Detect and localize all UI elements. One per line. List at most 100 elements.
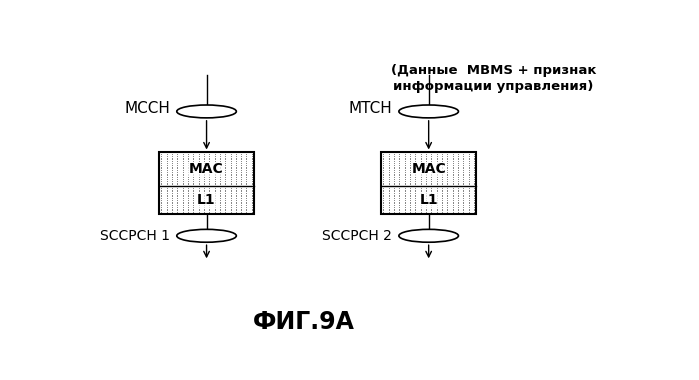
Point	[442, 202, 453, 208]
Point	[187, 178, 199, 184]
Point	[442, 179, 453, 185]
Point	[383, 158, 394, 164]
Point	[447, 199, 459, 205]
Point	[436, 199, 447, 205]
Point	[410, 188, 421, 194]
Point	[225, 174, 236, 180]
Point	[420, 178, 431, 184]
Point	[236, 158, 247, 164]
Point	[209, 199, 220, 205]
Point	[241, 204, 252, 210]
Point	[383, 157, 394, 163]
Point	[219, 151, 231, 157]
Point	[199, 163, 210, 169]
Point	[209, 204, 220, 210]
Point	[172, 179, 183, 185]
Point	[166, 160, 178, 166]
Point	[405, 192, 416, 198]
Point	[436, 197, 447, 203]
Point	[420, 171, 431, 177]
Point	[199, 179, 210, 185]
Point	[415, 169, 426, 175]
Point	[436, 207, 447, 214]
Point	[203, 153, 215, 159]
Point	[405, 188, 416, 194]
Point	[389, 151, 400, 157]
Point	[436, 187, 447, 193]
Point	[156, 181, 167, 187]
Point	[236, 188, 247, 194]
Point	[426, 187, 437, 193]
Point	[166, 185, 178, 191]
Point	[236, 187, 247, 193]
Point	[447, 204, 459, 210]
Point	[166, 151, 178, 157]
Point	[156, 153, 167, 159]
Point	[177, 200, 188, 206]
Point	[215, 167, 226, 173]
Point	[394, 160, 405, 166]
Point	[241, 178, 252, 184]
Point	[442, 195, 453, 201]
Point	[230, 188, 241, 194]
Point	[209, 151, 220, 157]
Point	[394, 200, 405, 206]
Point	[187, 155, 199, 161]
Point	[241, 158, 252, 164]
Point	[405, 197, 416, 203]
Point	[225, 204, 236, 210]
Point	[241, 179, 252, 185]
Point	[399, 192, 410, 198]
Point	[215, 209, 226, 215]
Point	[236, 193, 247, 200]
Point	[225, 179, 236, 185]
Point	[172, 188, 183, 194]
Point	[161, 167, 172, 173]
Point	[458, 167, 469, 173]
Point	[378, 190, 389, 196]
Point	[447, 158, 459, 164]
Point	[426, 192, 437, 198]
Point	[182, 197, 194, 203]
Point	[241, 192, 252, 198]
Point	[161, 206, 172, 212]
Point	[447, 200, 459, 206]
Point	[209, 197, 220, 203]
Ellipse shape	[399, 105, 459, 118]
Point	[182, 176, 194, 182]
Point	[463, 207, 474, 214]
Point	[426, 200, 437, 206]
Point	[236, 165, 247, 171]
Point	[177, 202, 188, 208]
Point	[219, 163, 231, 169]
Point	[166, 197, 178, 203]
Point	[182, 202, 194, 208]
Point	[410, 158, 421, 164]
Point	[156, 195, 167, 201]
Point	[447, 207, 459, 214]
Point	[420, 165, 431, 171]
Point	[215, 179, 226, 185]
Point	[177, 173, 188, 179]
Point	[161, 151, 172, 157]
Point	[394, 193, 405, 200]
Point	[203, 163, 215, 169]
Point	[468, 153, 480, 159]
Point	[161, 181, 172, 187]
Point	[236, 153, 247, 159]
Point	[436, 192, 447, 198]
Point	[193, 206, 204, 212]
Point	[378, 179, 389, 185]
Point	[447, 181, 459, 187]
Point	[399, 207, 410, 214]
Point	[415, 185, 426, 191]
Point	[241, 173, 252, 179]
Point	[203, 155, 215, 161]
Point	[156, 165, 167, 171]
Point	[431, 209, 442, 215]
Point	[463, 153, 474, 159]
Point	[463, 151, 474, 157]
Point	[187, 200, 199, 206]
Point	[187, 181, 199, 187]
Point	[431, 204, 442, 210]
